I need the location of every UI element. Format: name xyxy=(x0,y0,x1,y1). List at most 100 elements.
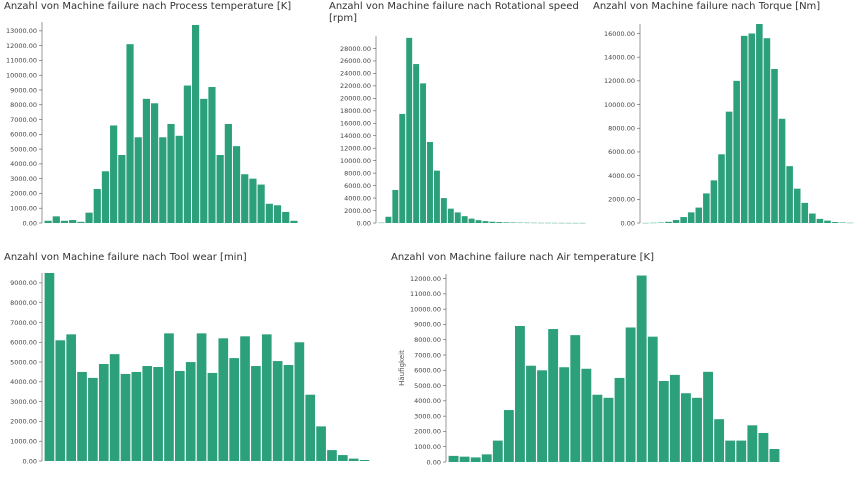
bar xyxy=(406,37,413,224)
bar xyxy=(559,367,570,462)
bar xyxy=(537,370,547,462)
y-tick-label: 8000.00 xyxy=(414,336,441,344)
y-tick-label: 8000.00 xyxy=(608,125,635,133)
y-tick-label: 2000.00 xyxy=(414,428,441,436)
bar xyxy=(680,217,687,223)
y-tick-label: 6000.00 xyxy=(10,339,37,347)
bar xyxy=(207,372,218,461)
y-tick-label: 1000.00 xyxy=(10,438,37,446)
y-tick-label: 11000.00 xyxy=(6,57,37,65)
bar xyxy=(718,154,725,223)
bar xyxy=(448,455,459,462)
bar xyxy=(481,454,492,462)
chart-title: Anzahl von Machine failure nach Tool wea… xyxy=(4,252,247,263)
bar xyxy=(687,212,695,223)
y-tick-label: 28000.00 xyxy=(340,45,371,53)
bar xyxy=(283,365,294,461)
bar xyxy=(793,188,801,223)
bar xyxy=(257,184,265,223)
bar xyxy=(77,371,87,461)
y-tick-label: 2000.00 xyxy=(344,207,371,215)
y-tick-label: 10000.00 xyxy=(410,305,441,313)
bar xyxy=(159,137,167,223)
bar xyxy=(93,189,101,223)
y-tick-label: 0.00 xyxy=(621,219,635,227)
bar xyxy=(503,410,514,462)
bar xyxy=(672,220,680,223)
y-tick-label: 12000.00 xyxy=(410,275,441,283)
y-tick-label: 2000.00 xyxy=(608,196,635,204)
bar xyxy=(816,218,824,223)
bar xyxy=(218,338,229,461)
bar xyxy=(55,340,66,461)
y-tick-label: 8000.00 xyxy=(10,299,37,307)
bar xyxy=(183,85,191,223)
bar xyxy=(101,171,110,223)
y-tick-label: 4000.00 xyxy=(344,194,371,202)
bar xyxy=(714,419,725,462)
bar xyxy=(272,361,283,461)
chart-title: Anzahl von Machine failure nach Torque [… xyxy=(593,1,821,12)
bar xyxy=(581,368,592,462)
bar xyxy=(338,455,348,461)
bar xyxy=(175,135,183,223)
y-tick-label: 10000.00 xyxy=(340,157,371,165)
y-tick-label: 10000.00 xyxy=(6,72,37,80)
bar xyxy=(200,98,208,223)
bar xyxy=(249,178,257,223)
bar xyxy=(69,220,77,223)
y-tick-label: 0.00 xyxy=(427,458,441,466)
bar xyxy=(216,155,224,223)
chart-title: Anzahl von Machine failure nach Process … xyxy=(4,1,292,12)
y-tick-label: 11000.00 xyxy=(410,290,441,298)
bar xyxy=(208,87,216,223)
bar xyxy=(261,334,272,461)
bar xyxy=(196,333,207,461)
bar xyxy=(489,221,496,223)
y-tick-label: 4000.00 xyxy=(608,172,635,180)
bar xyxy=(592,394,603,462)
chart-plot: 0.00 2000.00 4000.00 6000.00 8000.00 10000.00… xyxy=(340,36,586,227)
bar xyxy=(468,218,475,223)
bar xyxy=(692,397,702,462)
bar xyxy=(647,336,658,462)
bar xyxy=(118,155,126,223)
y-tick-label: 1000.00 xyxy=(414,443,441,451)
bar xyxy=(459,456,470,462)
bar xyxy=(681,393,691,462)
bar xyxy=(110,125,118,223)
y-tick-label: 4000.00 xyxy=(414,397,441,405)
y-tick-label: 9000.00 xyxy=(414,321,441,329)
bar xyxy=(348,458,359,461)
y-tick-label: 3000.00 xyxy=(10,175,37,183)
y-tick-label: 6000.00 xyxy=(344,182,371,190)
y-tick-label: 7000.00 xyxy=(414,351,441,359)
bar xyxy=(282,211,290,223)
bar xyxy=(831,222,839,223)
y-tick-label: 2000.00 xyxy=(10,418,37,426)
bar xyxy=(294,342,305,461)
y-tick-label: 8000.00 xyxy=(10,101,37,109)
bar xyxy=(134,137,142,223)
y-tick-label: 12000.00 xyxy=(6,42,37,50)
bar xyxy=(824,220,831,223)
y-tick-label: 12000.00 xyxy=(604,77,635,85)
bar xyxy=(515,325,525,462)
bar xyxy=(703,371,713,462)
bar xyxy=(747,425,758,462)
bar xyxy=(316,426,326,461)
bar xyxy=(725,111,733,223)
y-tick-label: 3000.00 xyxy=(10,398,37,406)
y-tick-label: 4000.00 xyxy=(10,160,37,168)
y-tick-label: 14000.00 xyxy=(604,53,635,61)
bar xyxy=(740,35,748,223)
y-tick-label: 4000.00 xyxy=(10,378,37,386)
bar xyxy=(359,460,370,461)
y-tick-label: 1000.00 xyxy=(10,205,37,213)
bar xyxy=(399,113,406,223)
y-tick-label: 18000.00 xyxy=(340,107,371,115)
bar xyxy=(420,83,427,223)
bar xyxy=(142,366,153,461)
bar xyxy=(736,440,747,462)
bar xyxy=(66,334,76,461)
